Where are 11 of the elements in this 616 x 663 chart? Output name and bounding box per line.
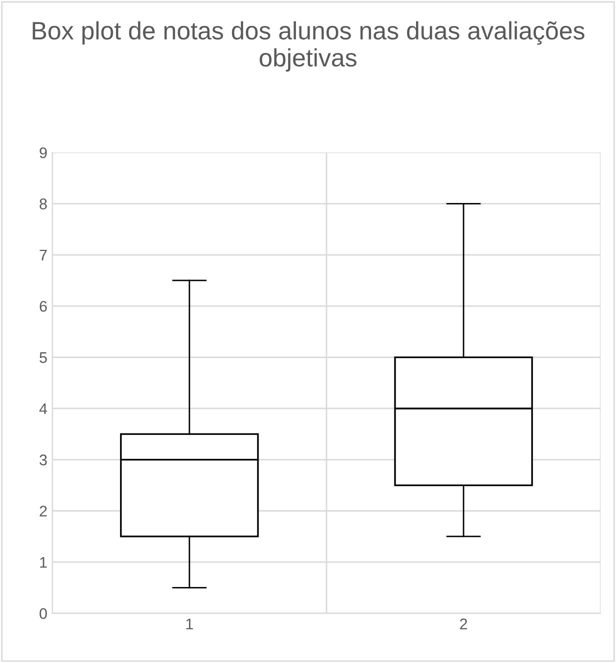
y-tick-label: 3: [40, 454, 47, 466]
y-tick-label: 8: [40, 198, 47, 210]
y-tick-label: 6: [40, 300, 47, 312]
chart-title: Box plot de notas dos alunos nas duas avaliações objetivas: [32, 21, 584, 72]
y-tick-label: 7: [40, 250, 47, 260]
y-tick-label: 2: [40, 506, 47, 516]
y-tick-label: 5: [40, 352, 47, 363]
y-tick-label: 1: [40, 557, 47, 568]
y-tick-label: 4: [39, 404, 48, 414]
y-tick-label: 9: [40, 147, 47, 158]
y-tick-label: 0: [40, 608, 47, 619]
